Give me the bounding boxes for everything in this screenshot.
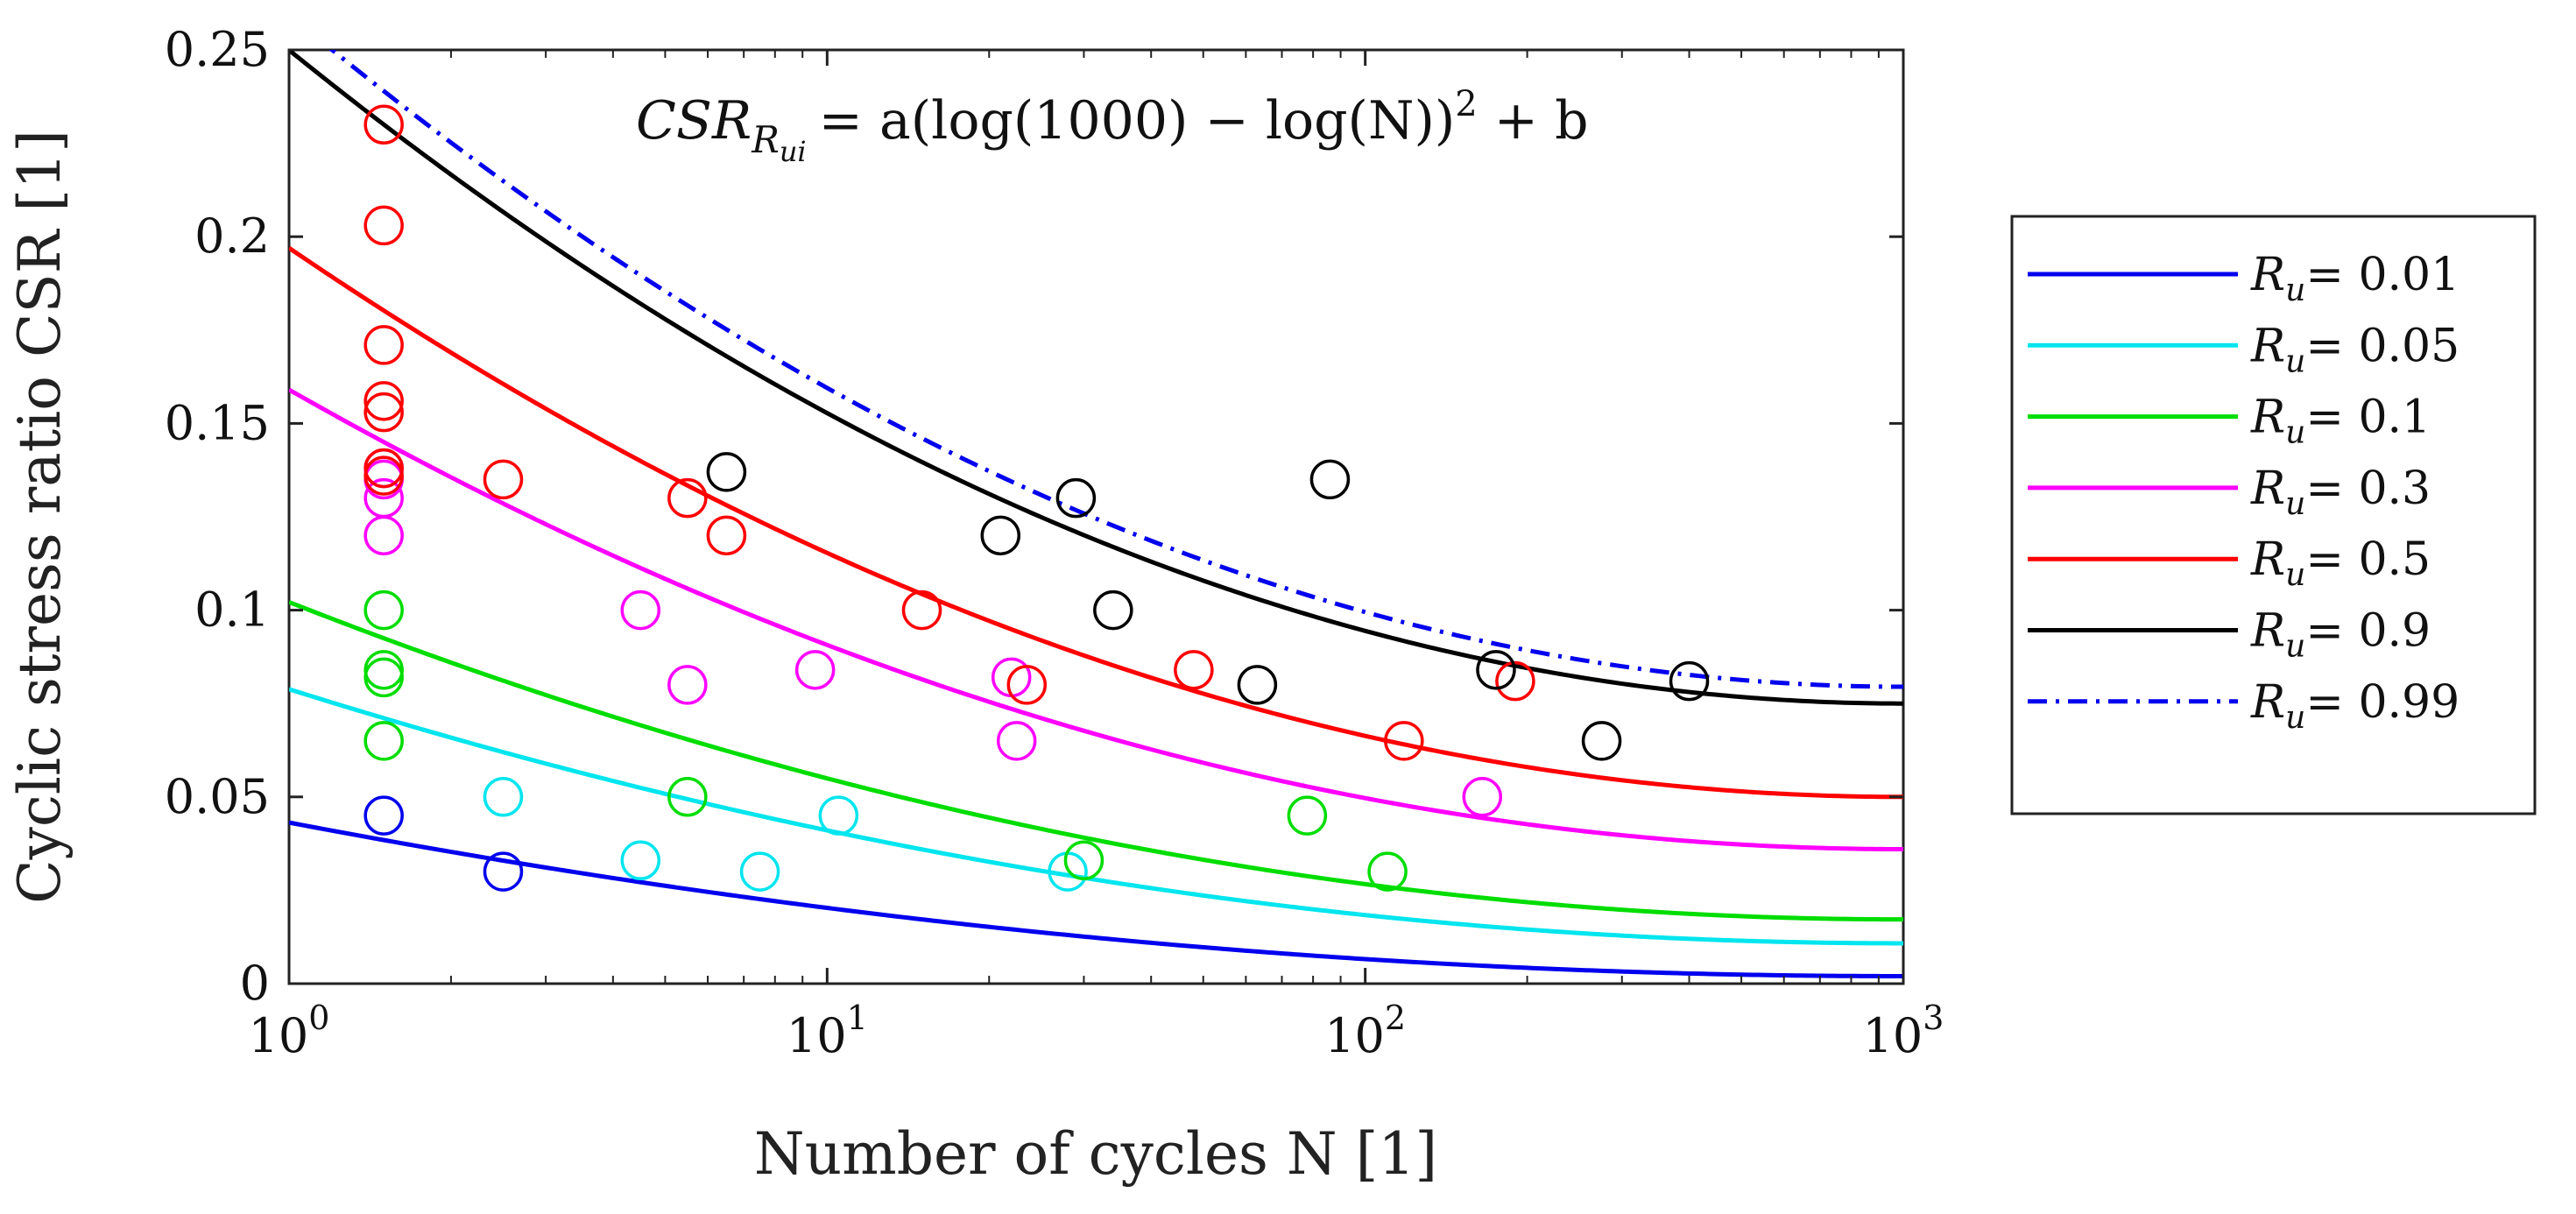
y-tick-label: 0.1 <box>194 582 270 638</box>
equation-annotation: CSRRui = a(log(1000) − log(N))2 + b <box>636 84 1589 168</box>
data-point <box>483 459 524 500</box>
data-point <box>363 104 404 145</box>
curve-ru-0-9 <box>289 50 1903 706</box>
x-axis-title: Number of cycles N [1] <box>754 1120 1437 1188</box>
data-point <box>363 795 404 836</box>
data-point <box>363 205 404 246</box>
data-point <box>363 392 404 433</box>
data-point <box>620 840 661 881</box>
y-axis-title: Cyclic stress ratio CSR [1] <box>6 130 74 904</box>
x-tick-label: 101 <box>787 999 868 1063</box>
legend-label: Ru= 0.5 <box>2250 533 2431 593</box>
y-tick-label: 0.25 <box>165 22 270 77</box>
x-tick-label: 100 <box>249 999 330 1063</box>
data-point <box>1093 589 1133 631</box>
legend-label: Ru= 0.05 <box>2250 320 2460 379</box>
data-markers <box>363 104 1710 892</box>
data-point <box>980 515 1021 556</box>
axis-ticks: 0 0.05 0.1 0.15 0.2 0.25 100 101 102 103 <box>165 22 1944 1063</box>
data-point <box>1495 660 1535 702</box>
data-point <box>363 589 404 631</box>
data-point <box>1237 665 1278 705</box>
x-tick-label: 103 <box>1863 999 1944 1063</box>
x-tick-label: 102 <box>1324 999 1406 1063</box>
curve-ru-0-3 <box>289 387 1903 851</box>
curve-ru-0-99 <box>328 50 1903 689</box>
data-point <box>706 515 747 556</box>
data-point <box>818 795 859 836</box>
data-point <box>363 381 404 421</box>
fit-curves <box>289 50 1903 978</box>
curve-ru-0-5 <box>289 246 1903 800</box>
legend-box <box>2010 215 2537 815</box>
y-tick-label: 0.15 <box>165 395 270 450</box>
data-point <box>483 851 524 892</box>
data-point <box>706 452 747 492</box>
data-point <box>1462 777 1503 817</box>
equation-tail: + b <box>1478 90 1589 152</box>
equation-power: 2 <box>1455 84 1477 124</box>
plot-frame <box>287 48 1905 985</box>
curve-ru-0-1 <box>289 600 1903 922</box>
data-point <box>996 721 1037 761</box>
data-point <box>363 515 404 556</box>
equation-lhs-subsub: ui <box>780 135 807 168</box>
legend-label: Ru= 0.3 <box>2250 462 2431 522</box>
data-point <box>667 477 708 519</box>
legend-label: Ru= 0.01 <box>2250 249 2460 308</box>
data-point <box>1063 840 1105 881</box>
y-tick-label: 0.2 <box>194 208 270 264</box>
data-point <box>667 665 708 705</box>
data-point <box>739 851 780 892</box>
data-point <box>1476 650 1516 690</box>
data-point <box>620 589 661 631</box>
data-point <box>1669 660 1710 702</box>
data-point <box>1174 650 1214 690</box>
equation-lhs: CSR <box>636 90 752 152</box>
data-point <box>363 657 404 698</box>
legend-label: Ru= 0.9 <box>2250 605 2431 665</box>
data-point <box>1309 459 1351 500</box>
legend-label: Ru= 0.1 <box>2250 392 2431 451</box>
data-point <box>667 777 708 817</box>
curve-ru-0-05 <box>289 687 1903 946</box>
equation-lhs-sub: R <box>751 118 780 161</box>
equation-rhs: = a(log(1000) − log(N)) <box>819 90 1456 152</box>
data-point <box>1287 795 1328 836</box>
legend-label: Ru= 0.99 <box>2250 676 2460 736</box>
legend: Ru= 0.01 Ru= 0.05 Ru= 0.1 Ru= 0.3 Ru= 0.5 Ru=… <box>2010 215 2537 815</box>
data-point <box>1055 477 1097 519</box>
data-point <box>901 589 942 631</box>
data-point <box>363 455 404 496</box>
data-point <box>363 325 404 365</box>
y-tick-label: 0 <box>240 956 270 1011</box>
data-point <box>363 721 404 761</box>
data-point <box>1367 851 1408 892</box>
data-point <box>1384 721 1424 761</box>
data-point <box>794 650 836 690</box>
y-tick-label: 0.05 <box>165 769 270 824</box>
data-point <box>1581 721 1622 761</box>
plot-area <box>287 48 1905 985</box>
curve-ru-0-01 <box>289 820 1903 978</box>
data-point <box>483 777 524 817</box>
data-point <box>1006 665 1048 705</box>
